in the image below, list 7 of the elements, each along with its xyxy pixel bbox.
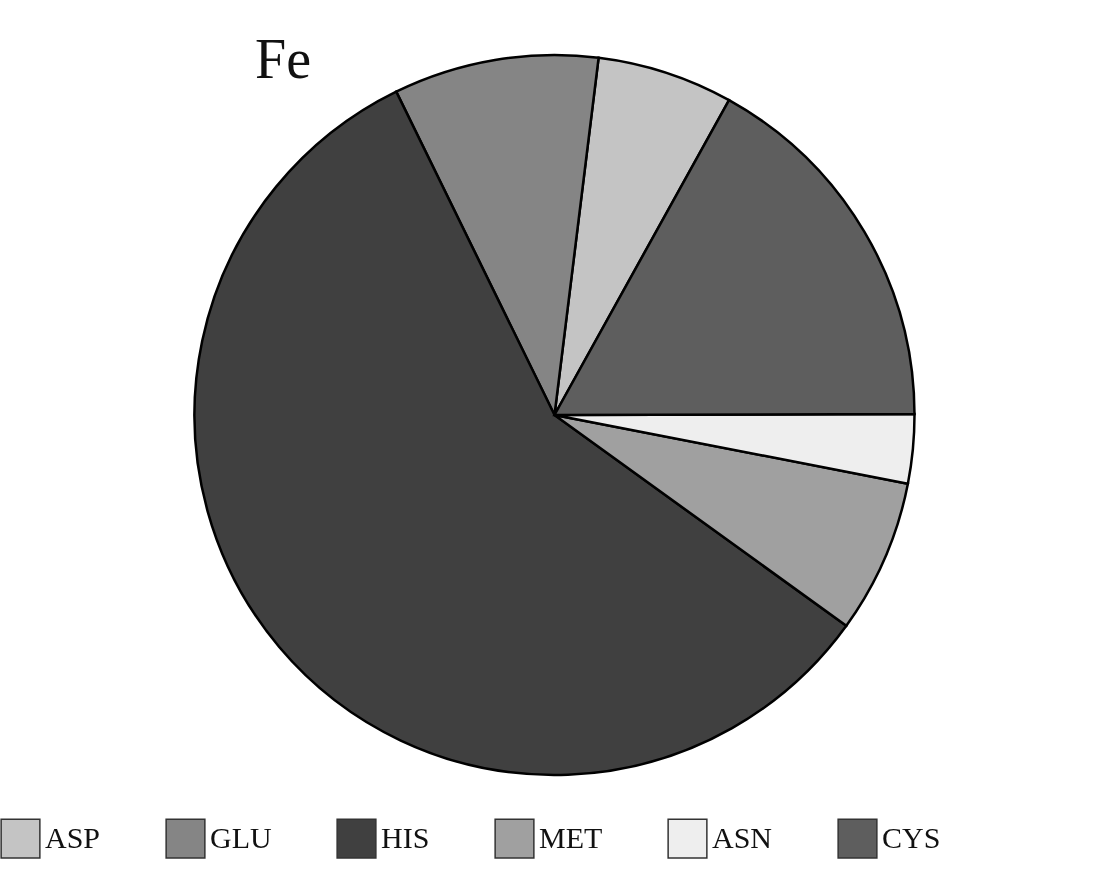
legend-label: HIS	[381, 820, 430, 854]
legend-label: CYS	[882, 820, 941, 854]
legend-label: ASN	[712, 820, 773, 854]
legend-label: GLU	[210, 820, 272, 854]
chart-title: Fe	[255, 28, 311, 90]
legend-label: MET	[539, 820, 603, 854]
legend-label: ASP	[45, 820, 101, 854]
